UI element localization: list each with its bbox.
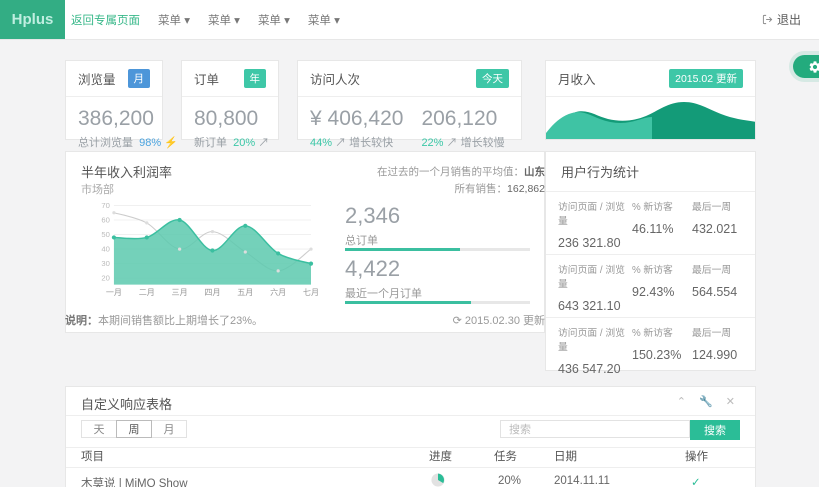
svg-text:50: 50 [101, 230, 110, 239]
svg-text:30: 30 [101, 259, 110, 268]
svg-text:六月: 六月 [270, 287, 286, 297]
svg-text:四月: 四月 [204, 288, 220, 297]
svg-text:40: 40 [101, 245, 110, 254]
svg-text:一月: 一月 [106, 288, 122, 297]
svg-text:20: 20 [101, 274, 110, 283]
svg-text:二月: 二月 [139, 288, 155, 297]
svg-text:60: 60 [101, 215, 110, 224]
svg-text:70: 70 [101, 201, 110, 210]
svg-text:五月: 五月 [237, 288, 253, 297]
svg-text:七月: 七月 [303, 288, 319, 297]
svg-text:三月: 三月 [172, 288, 188, 297]
